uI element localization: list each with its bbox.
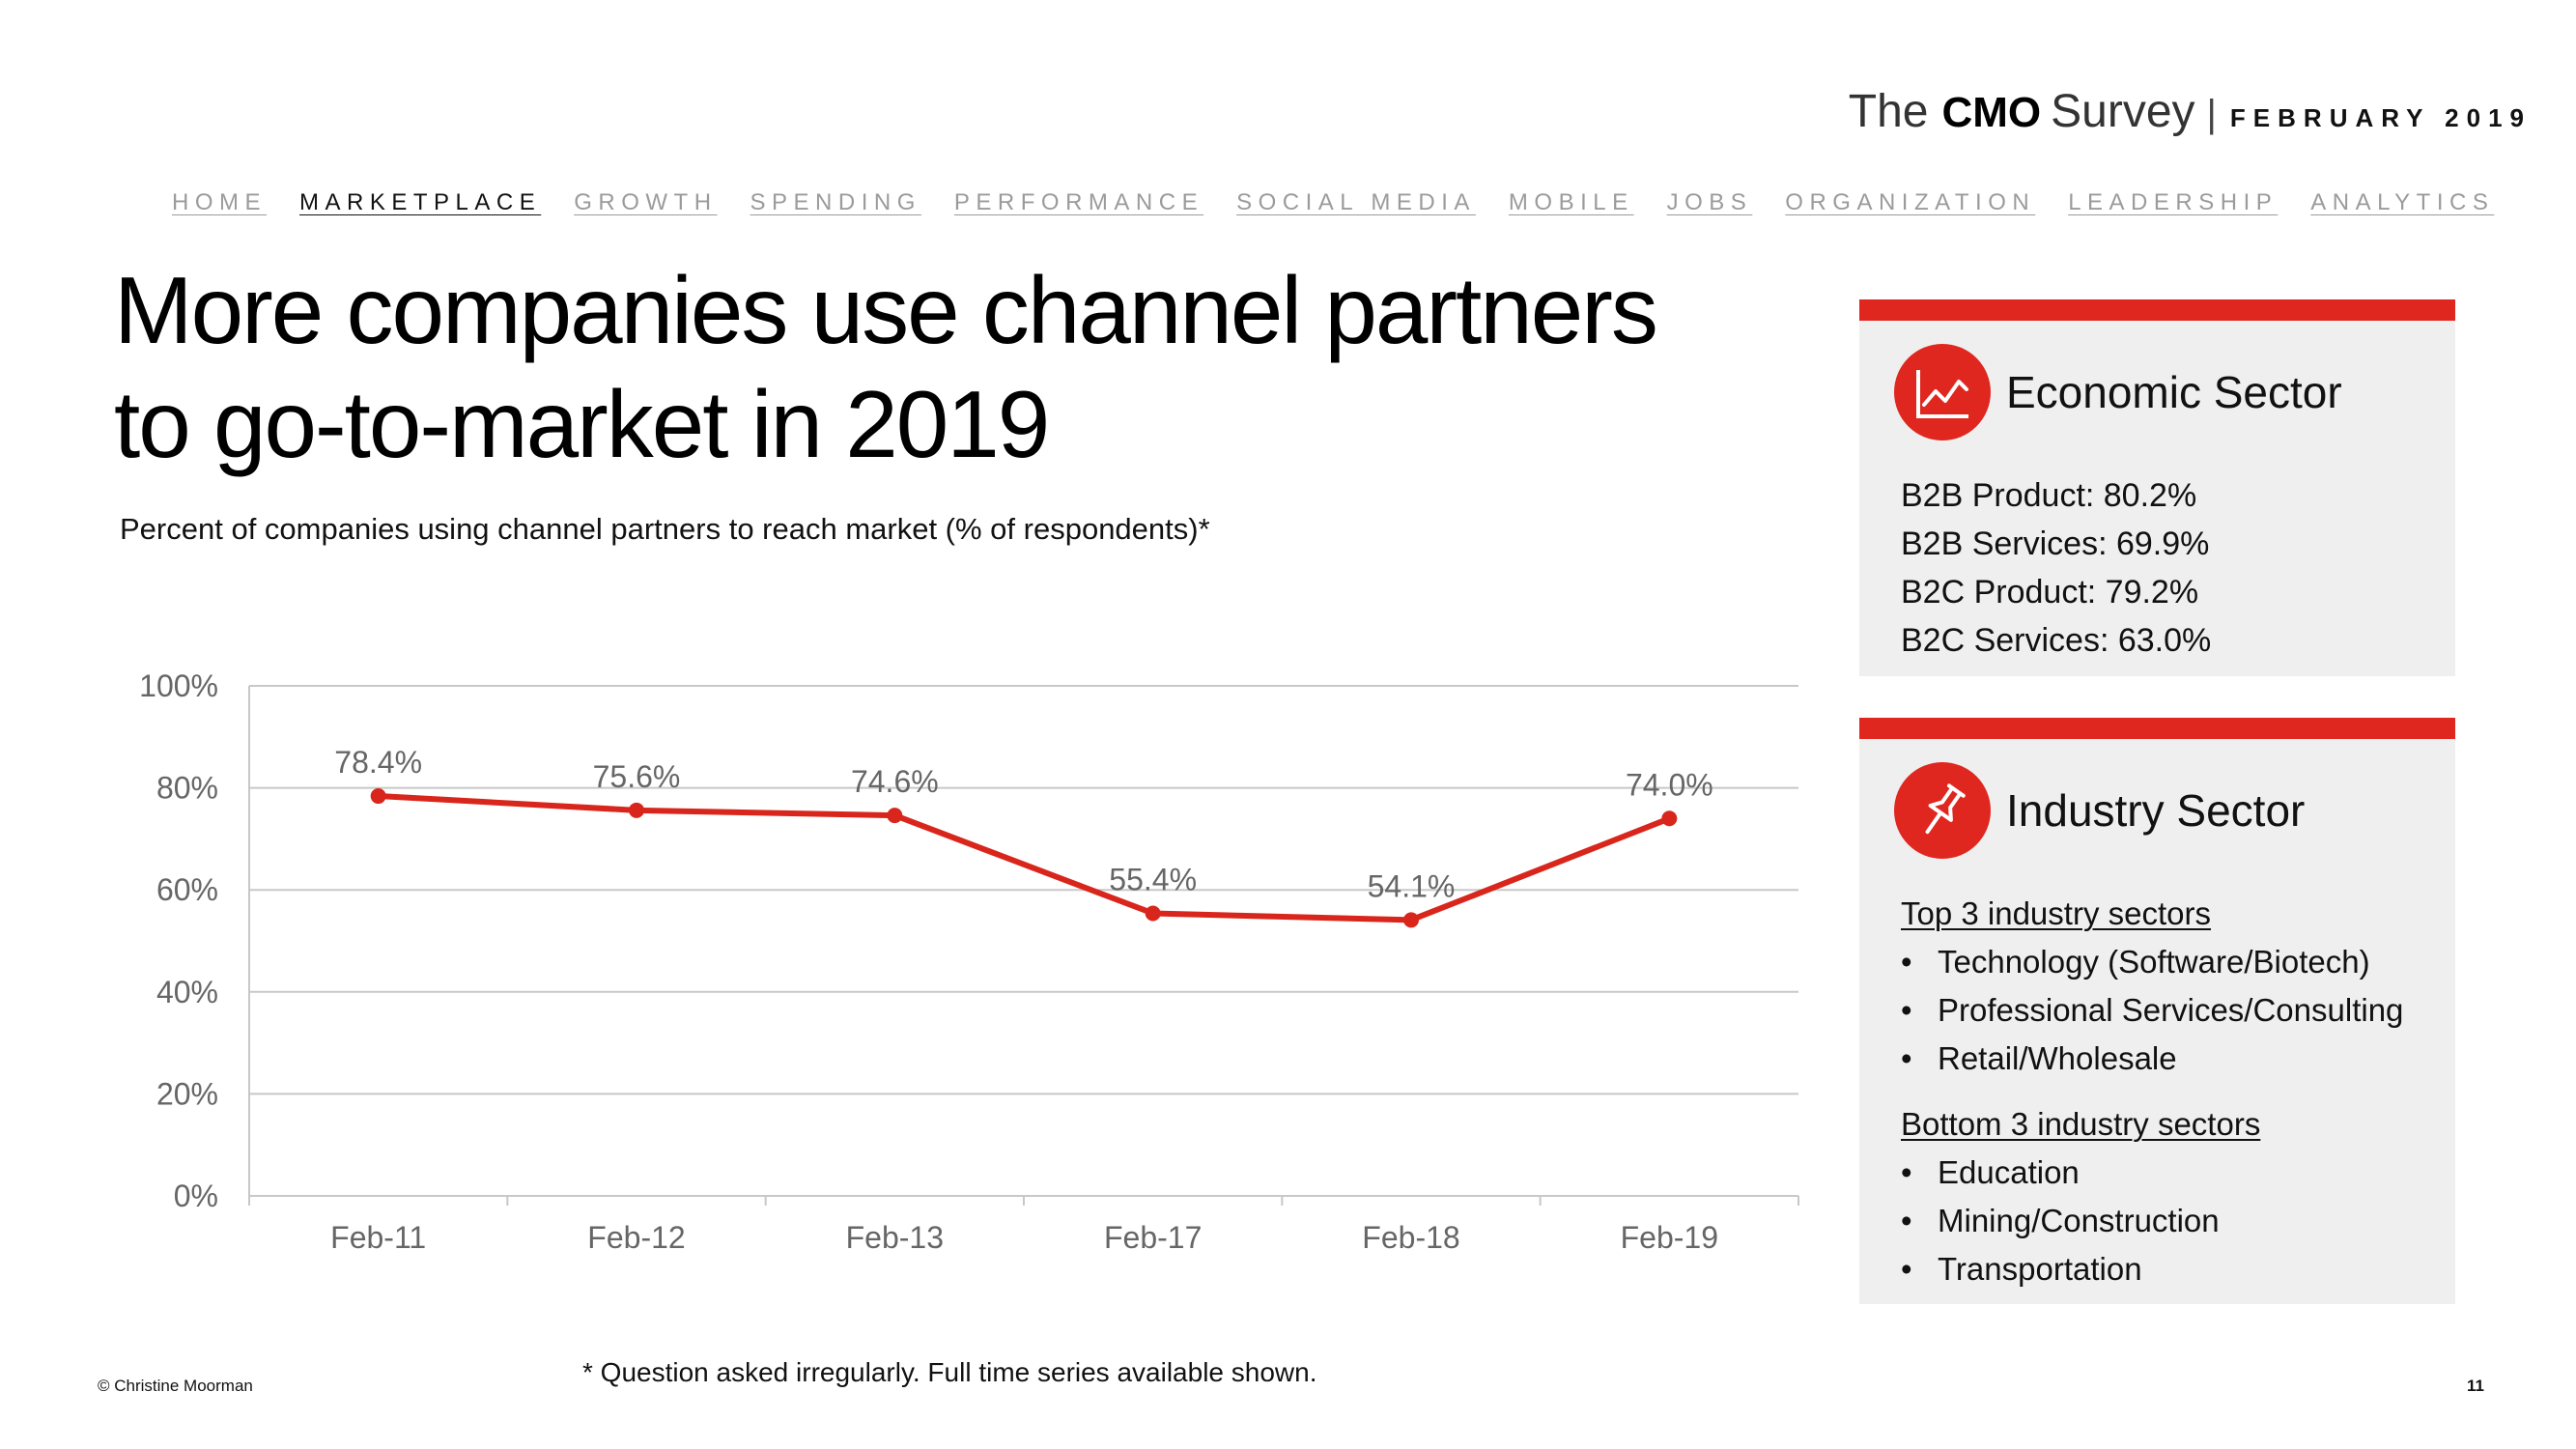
pushpin-glyph bbox=[1925, 783, 1966, 835]
industry-card-accent-bar bbox=[1859, 718, 2455, 739]
nav-jobs[interactable]: JOBS bbox=[1666, 189, 1753, 215]
data-label: 55.4% bbox=[1109, 862, 1197, 896]
data-point bbox=[887, 808, 903, 824]
copyright: © Christine Moorman bbox=[98, 1377, 253, 1395]
bottom-sector-item: Mining/Construction bbox=[1901, 1197, 2455, 1245]
y-tick-label: 100% bbox=[139, 668, 218, 703]
economic-stat: B2B Product: 80.2% bbox=[1901, 477, 2197, 514]
economic-sector-card: Economic Sector B2B Product: 80.2% B2B S… bbox=[1859, 299, 2455, 676]
nav-marketplace[interactable]: MARKETPLACE bbox=[299, 189, 542, 215]
brand-header: The CMO Survey | FEBRUARY 2019 bbox=[1849, 85, 2532, 138]
line-chart: 0% 20% 40% 60% 80% 100% Feb-11 Feb-12 Feb-13 Feb-… bbox=[139, 668, 1799, 1255]
data-label: 74.6% bbox=[851, 764, 939, 799]
top-sectors-list: Technology (Software/Biotech) Profession… bbox=[1901, 938, 2455, 1083]
data-point bbox=[370, 788, 386, 805]
chart-subtitle: Percent of companies using channel partn… bbox=[120, 512, 1210, 546]
industry-card-header: Industry Sector bbox=[1859, 739, 2455, 859]
nav-home[interactable]: HOME bbox=[172, 189, 267, 215]
line-chart-icon bbox=[1894, 344, 1991, 440]
nav-mobile[interactable]: MOBILE bbox=[1508, 189, 1634, 215]
top-nav: HOME MARKETPLACE GROWTH SPENDING PERFORM… bbox=[172, 189, 2527, 216]
data-label: 54.1% bbox=[1368, 868, 1456, 903]
economic-stat: B2C Product: 79.2% bbox=[1901, 574, 2199, 611]
line-chart-glyph bbox=[1916, 370, 1968, 418]
data-label: 78.4% bbox=[334, 745, 422, 780]
brand-month: FEBRUARY 2019 bbox=[2229, 103, 2532, 132]
x-tick-label: Feb-13 bbox=[846, 1220, 944, 1255]
brand-cmo: CMO bbox=[1941, 89, 2042, 136]
data-point bbox=[1661, 810, 1678, 827]
bottom-sector-item: Education bbox=[1901, 1149, 2455, 1197]
top-sector-item: Retail/Wholesale bbox=[1901, 1035, 2455, 1083]
nav-growth[interactable]: GROWTH bbox=[574, 189, 718, 215]
nav-spending[interactable]: SPENDING bbox=[750, 189, 921, 215]
bottom-sectors-list: Education Mining/Construction Transporta… bbox=[1901, 1149, 2455, 1293]
pushpin-icon bbox=[1894, 762, 1991, 859]
x-tick-label: Feb-18 bbox=[1362, 1220, 1459, 1255]
data-label: 75.6% bbox=[593, 759, 681, 794]
economic-stat-list: B2B Product: 80.2% B2B Services: 69.9% B… bbox=[1859, 440, 2455, 665]
economic-card-header: Economic Sector bbox=[1859, 321, 2455, 440]
nav-leadership[interactable]: LEADERSHIP bbox=[2068, 189, 2279, 215]
x-tick-label: Feb-19 bbox=[1621, 1220, 1718, 1255]
bottom-sector-item: Transportation bbox=[1901, 1245, 2455, 1293]
data-label: 74.0% bbox=[1626, 767, 1713, 802]
y-tick-label: 60% bbox=[156, 872, 218, 907]
top-sectors-heading: Top 3 industry sectors bbox=[1901, 895, 2211, 931]
brand-the: The bbox=[1848, 86, 1929, 137]
y-tick-label: 40% bbox=[156, 975, 218, 1009]
series-line bbox=[378, 793, 1671, 923]
top-sector-item: Professional Services/Consulting bbox=[1901, 986, 2455, 1035]
y-tick-label: 20% bbox=[156, 1076, 218, 1111]
page-title-line-2: to go-to-market in 2019 bbox=[114, 371, 1050, 477]
page-number: 11 bbox=[2467, 1377, 2484, 1395]
x-tick-label: Feb-12 bbox=[587, 1220, 685, 1255]
x-tick-label: Feb-17 bbox=[1104, 1220, 1202, 1255]
economic-stat: B2C Services: 63.0% bbox=[1901, 622, 2212, 659]
nav-social-media[interactable]: SOCIAL MEDIA bbox=[1236, 189, 1476, 215]
page-title: More companies use channel partners to g… bbox=[114, 253, 1853, 481]
nav-organization[interactable]: ORGANIZATION bbox=[1785, 189, 2036, 215]
brand-separator: | bbox=[2206, 93, 2217, 135]
footnote: * Question asked irregularly. Full time … bbox=[582, 1357, 1317, 1387]
economic-card-title: Economic Sector bbox=[2006, 367, 2342, 417]
economic-card-accent-bar bbox=[1859, 299, 2455, 321]
page-title-line-1: More companies use channel partners bbox=[114, 257, 1658, 363]
industry-sector-card: Industry Sector Top 3 industry sectors T… bbox=[1859, 718, 2455, 1304]
industry-card-body: Top 3 industry sectors Technology (Softw… bbox=[1859, 859, 2455, 1293]
data-point bbox=[1145, 905, 1161, 922]
nav-analytics[interactable]: ANALYTICS bbox=[2310, 189, 2495, 215]
industry-card-title: Industry Sector bbox=[2006, 785, 2306, 836]
x-tick-label: Feb-11 bbox=[330, 1220, 426, 1255]
data-point bbox=[629, 802, 644, 818]
data-point bbox=[1403, 912, 1419, 928]
economic-stat: B2B Services: 69.9% bbox=[1901, 526, 2210, 562]
brand-survey: Survey bbox=[2051, 86, 2195, 137]
y-tick-label: 80% bbox=[156, 771, 218, 806]
y-tick-label: 0% bbox=[174, 1179, 218, 1213]
nav-performance[interactable]: PERFORMANCE bbox=[953, 189, 1204, 215]
bottom-sectors-heading: Bottom 3 industry sectors bbox=[1901, 1106, 2261, 1142]
top-sector-item: Technology (Software/Biotech) bbox=[1901, 938, 2455, 986]
